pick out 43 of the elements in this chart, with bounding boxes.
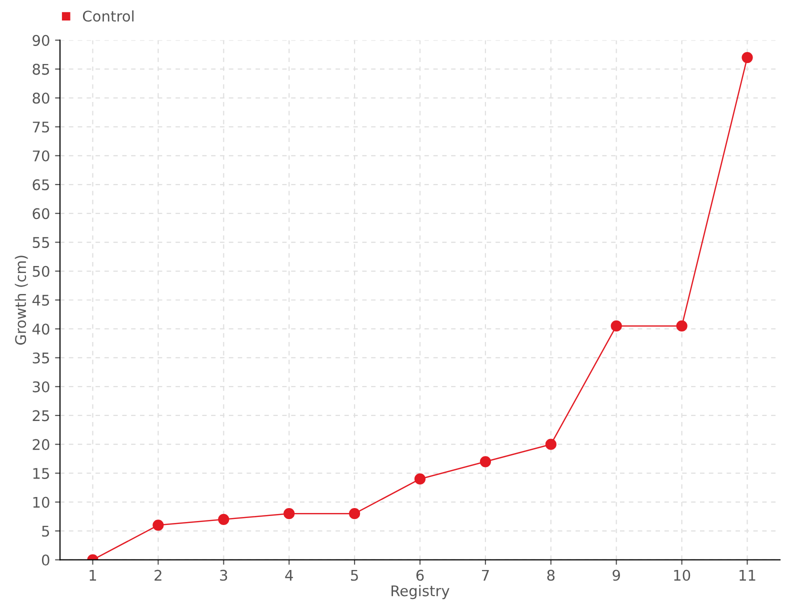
y-tick-label: 5 xyxy=(42,526,50,537)
point xyxy=(348,508,360,520)
y-tick-label: 90 xyxy=(32,34,50,46)
x-tick-label: 4 xyxy=(285,570,293,581)
x-tick-label: 2 xyxy=(154,570,162,581)
point xyxy=(676,320,688,332)
y-tick-label: 65 xyxy=(32,179,50,190)
x-tick-label: 9 xyxy=(612,570,620,581)
x-tick-label: 7 xyxy=(482,570,489,581)
point xyxy=(152,520,164,531)
y-tick-label: 30 xyxy=(32,381,50,392)
y-tick-label: 70 xyxy=(32,150,50,162)
x-axis-title: Registry xyxy=(392,585,450,600)
y-tick-label: 20 xyxy=(32,439,50,450)
x-tick-label: 5 xyxy=(351,570,358,581)
y-tick-label: 25 xyxy=(32,410,50,422)
x-tick-label: 8 xyxy=(547,570,555,581)
y-tick-label: 35 xyxy=(32,352,50,364)
y-tick-label: 80 xyxy=(32,92,50,104)
y-tick-label: 50 xyxy=(32,266,50,277)
point xyxy=(218,514,230,525)
point xyxy=(480,456,492,468)
y-tick-label: 15 xyxy=(33,468,50,479)
y-tick-label: 40 xyxy=(32,324,50,335)
point xyxy=(284,508,295,520)
x-tick-label: 3 xyxy=(220,570,228,581)
x-tick-label: 6 xyxy=(416,570,424,581)
x-tick-label: 10 xyxy=(674,570,690,581)
point xyxy=(414,473,426,485)
y-tick-label: 60 xyxy=(32,208,50,220)
x-tick-label: 11 xyxy=(740,570,756,581)
y-tick-label: 10 xyxy=(33,496,50,508)
legend-label: Control xyxy=(82,10,134,22)
y-axis-title: Growth (cm) xyxy=(14,256,28,345)
y-tick-label: 75 xyxy=(32,122,50,133)
point xyxy=(545,438,556,450)
x-tick-label: 1 xyxy=(90,570,96,581)
y-tick-label: 45 xyxy=(32,294,50,306)
point xyxy=(742,52,753,64)
y-tick-label: 55 xyxy=(32,237,50,248)
y-tick-label: 85 xyxy=(32,64,50,75)
y-tick-label: 0 xyxy=(42,554,50,566)
point xyxy=(610,320,622,332)
